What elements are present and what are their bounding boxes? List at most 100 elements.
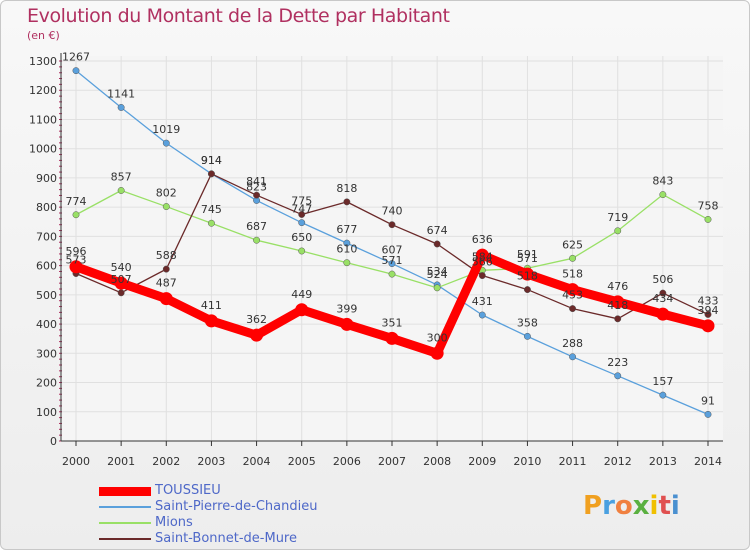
data-label: 747	[291, 203, 312, 216]
legend-item-saint-bonnet: Saint-Bonnet-de-Mure	[99, 531, 419, 547]
data-label: 433	[698, 294, 719, 307]
data-label: 774	[66, 195, 87, 208]
data-point	[523, 332, 531, 340]
data-point	[298, 219, 306, 227]
y-tick-label: 500	[36, 289, 57, 302]
x-tick-label: 2014	[694, 455, 722, 468]
y-tick-label: 0	[50, 435, 57, 448]
logo-letter: t	[658, 491, 671, 521]
logo-letter: i	[649, 491, 659, 521]
data-label: 418	[607, 299, 628, 312]
data-point	[340, 317, 354, 331]
data-label: 914	[201, 154, 222, 167]
data-point	[253, 236, 261, 244]
y-tick-label: 600	[36, 260, 57, 273]
data-label: 487	[156, 277, 177, 290]
data-point	[614, 372, 622, 380]
data-point	[659, 289, 667, 297]
data-label: 434	[652, 292, 673, 305]
data-label: 399	[336, 302, 357, 315]
y-tick-label: 1000	[29, 143, 57, 156]
data-label: 740	[382, 205, 403, 218]
data-label: 571	[382, 254, 403, 267]
data-label: 841	[246, 175, 267, 188]
data-label: 91	[701, 394, 715, 407]
data-point	[566, 283, 580, 297]
y-tick-label: 700	[36, 230, 57, 243]
data-label: 1141	[107, 87, 135, 100]
data-label: 449	[291, 288, 312, 301]
data-point	[343, 198, 351, 206]
data-label: 540	[111, 261, 132, 274]
data-label: 573	[66, 254, 87, 267]
x-tick-label: 2012	[604, 455, 632, 468]
y-tick-label: 400	[36, 318, 57, 331]
data-point	[298, 211, 306, 218]
logo-letter: o	[614, 491, 633, 521]
data-label: 857	[111, 170, 132, 183]
data-label: 518	[517, 270, 538, 283]
legend-item-toussieu: TOUSSIEU	[99, 483, 419, 499]
data-point	[388, 270, 396, 278]
data-label: 1019	[152, 123, 180, 136]
data-label: 843	[652, 175, 673, 188]
x-tick-label: 2006	[333, 455, 361, 468]
data-point	[117, 289, 125, 297]
data-point	[704, 215, 712, 223]
data-point	[159, 292, 173, 306]
data-label: 677	[336, 223, 357, 236]
logo-letter: x	[632, 491, 650, 521]
data-label: 453	[562, 289, 583, 302]
data-label: 571	[517, 252, 538, 265]
data-label: 524	[427, 268, 448, 281]
data-point	[478, 272, 486, 280]
data-point	[343, 239, 351, 247]
x-tick-label: 2013	[649, 455, 677, 468]
legend: TOUSSIEU Saint-Pierre-de-Chandieu Mions …	[99, 483, 419, 547]
y-tick-label: 300	[36, 347, 57, 360]
data-point	[72, 211, 80, 219]
y-tick-label: 1300	[29, 55, 57, 68]
logo-letter: i	[670, 491, 680, 521]
data-label: 431	[472, 295, 493, 308]
x-tick-label: 2000	[62, 455, 90, 468]
data-point	[659, 191, 667, 199]
legend-swatch-saint-pierre	[99, 506, 151, 508]
x-tick-label: 2008	[423, 455, 451, 468]
data-label: 358	[517, 316, 538, 329]
data-point	[614, 227, 622, 235]
data-point	[433, 240, 441, 248]
data-label: 588	[156, 249, 177, 262]
data-point	[117, 187, 125, 194]
data-label: 607	[382, 244, 403, 257]
data-point	[114, 276, 128, 290]
data-point	[388, 221, 396, 229]
data-point	[656, 307, 670, 321]
data-label: 584	[472, 250, 493, 263]
x-tick-label: 2009	[468, 455, 496, 468]
unit-label: (en €)	[27, 29, 60, 42]
data-label: 506	[652, 273, 673, 286]
x-tick-label: 2007	[378, 455, 406, 468]
data-label: 351	[382, 316, 403, 329]
data-label: 719	[607, 211, 628, 224]
data-label: 591	[517, 248, 538, 261]
data-point	[614, 315, 622, 323]
data-label: 758	[698, 199, 719, 212]
legend-item-mions: Mions	[99, 515, 419, 531]
data-label: 914	[201, 154, 222, 167]
data-point	[204, 314, 218, 328]
data-label: 610	[336, 243, 357, 256]
legend-label: TOUSSIEU	[155, 483, 221, 498]
data-point	[253, 191, 261, 199]
data-label: 566	[472, 256, 493, 269]
data-point	[569, 353, 577, 361]
y-tick-label: 200	[36, 377, 57, 390]
legend-swatch-toussieu	[99, 486, 151, 496]
x-tick-label: 2002	[152, 455, 180, 468]
logo-letter: r	[602, 491, 615, 521]
data-label: 411	[201, 299, 222, 312]
legend-swatch-mions	[99, 522, 151, 524]
x-tick-label: 2004	[243, 455, 271, 468]
